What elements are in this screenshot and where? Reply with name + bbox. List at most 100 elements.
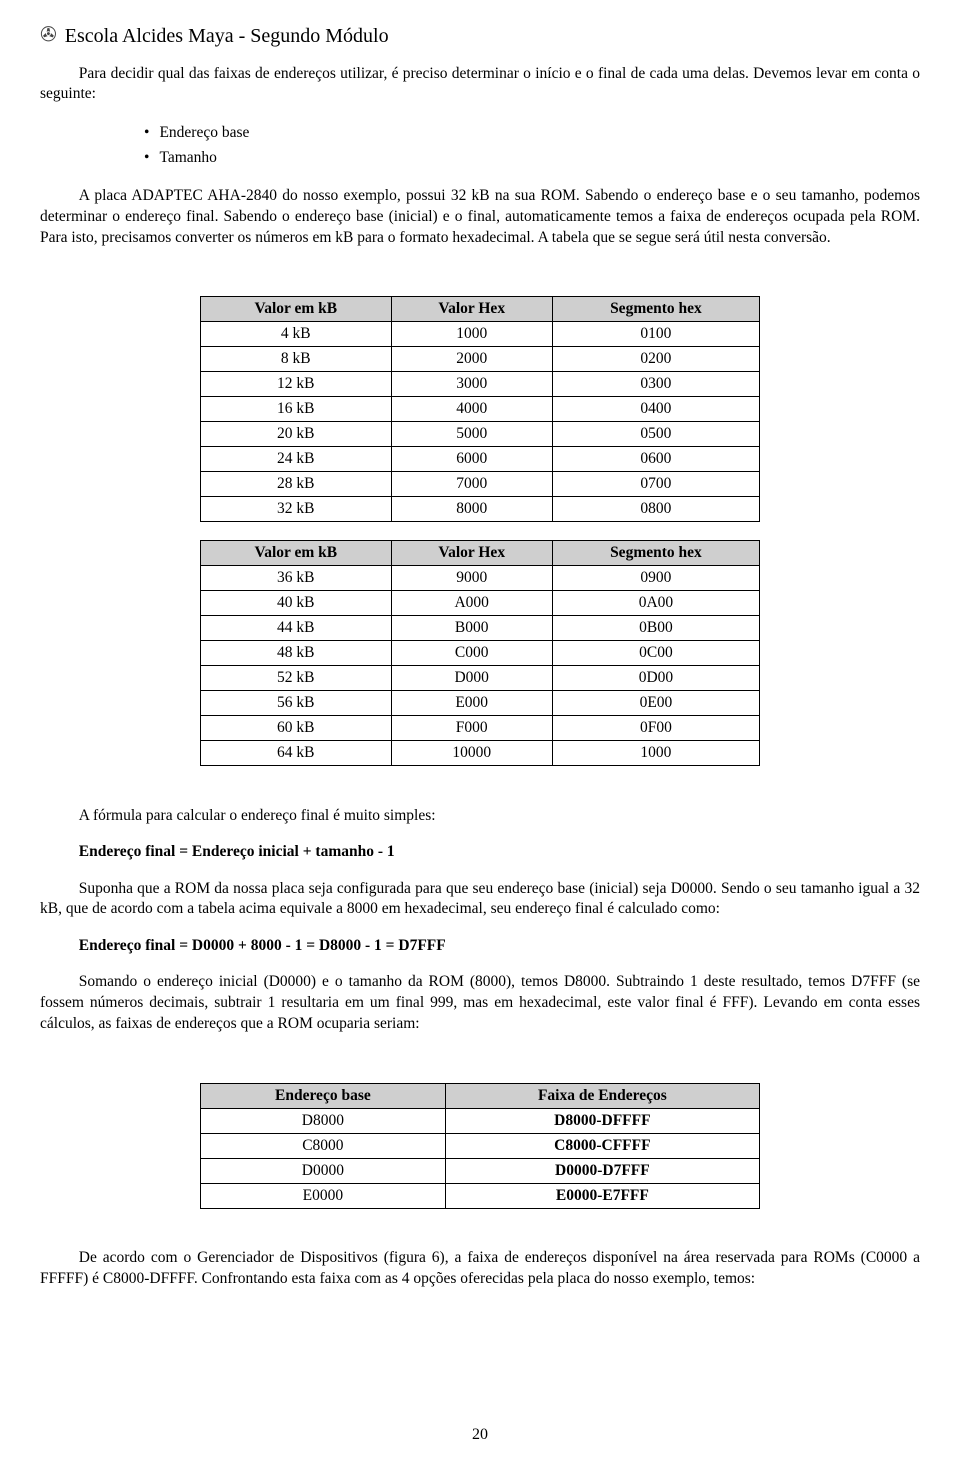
table-row: D0000D0000-D7FFF	[201, 1158, 760, 1183]
table-cell: 44 kB	[201, 616, 392, 641]
table-cell: 8000	[391, 497, 552, 522]
table-row: 40 kBA0000A00	[201, 591, 760, 616]
table-header: Valor em kB	[201, 297, 392, 322]
table-row: 16 kB40000400	[201, 397, 760, 422]
table-header: Valor Hex	[391, 541, 552, 566]
table-row: 4 kB10000100	[201, 322, 760, 347]
formula-equation-2: Endereço final = D0000 + 8000 - 1 = D800…	[40, 936, 920, 957]
table-row: D8000D8000-DFFFF	[201, 1108, 760, 1133]
formula-paragraph-2: Suponha que a ROM da nossa placa seja co…	[40, 879, 920, 921]
table-cell: D0000	[201, 1158, 446, 1183]
table-cell: 60 kB	[201, 716, 392, 741]
table-cell: 0800	[552, 497, 759, 522]
table-cell: 0300	[552, 372, 759, 397]
table-header-row: Valor em kB Valor Hex Segmento hex	[201, 541, 760, 566]
table-row: 28 kB70000700	[201, 472, 760, 497]
table-cell: 3000	[391, 372, 552, 397]
table-cell: 36 kB	[201, 566, 392, 591]
page: ✇ Escola Alcides Maya - Segundo Módulo P…	[0, 0, 960, 1468]
table-row: 20 kB50000500	[201, 422, 760, 447]
table-cell: 0D00	[552, 666, 759, 691]
intro-bullets: Endereço base Tamanho	[40, 121, 920, 171]
table-row: 8 kB20000200	[201, 347, 760, 372]
table-cell: D8000	[201, 1108, 446, 1133]
table-cell: 56 kB	[201, 691, 392, 716]
table-cell: 0A00	[552, 591, 759, 616]
table-cell: 20 kB	[201, 422, 392, 447]
conversion-table-1: Valor em kB Valor Hex Segmento hex 4 kB1…	[200, 296, 760, 522]
table-row: C8000C8000-CFFFF	[201, 1133, 760, 1158]
pen-icon: ✇	[40, 22, 57, 46]
table-cell: C8000-CFFFF	[445, 1133, 759, 1158]
table-row: 12 kB30000300	[201, 372, 760, 397]
table-cell: 32 kB	[201, 497, 392, 522]
table-cell: 0200	[552, 347, 759, 372]
table-cell: 4 kB	[201, 322, 392, 347]
table-row: 32 kB80000800	[201, 497, 760, 522]
table-body: D8000D8000-DFFFFC8000C8000-CFFFFD0000D00…	[201, 1108, 760, 1208]
table-cell: 2000	[391, 347, 552, 372]
table-cell: 0900	[552, 566, 759, 591]
table-row: 48 kBC0000C00	[201, 641, 760, 666]
table-cell: C8000	[201, 1133, 446, 1158]
table-cell: 9000	[391, 566, 552, 591]
table-cell: F000	[391, 716, 552, 741]
table-cell: 12 kB	[201, 372, 392, 397]
table-cell: 0500	[552, 422, 759, 447]
conversion-table-2: Valor em kB Valor Hex Segmento hex 36 kB…	[200, 540, 760, 766]
intro-paragraph-2: A placa ADAPTEC AHA-2840 do nosso exempl…	[40, 186, 920, 249]
formula-intro: A fórmula para calcular o endereço final…	[40, 806, 920, 827]
table-cell: 0100	[552, 322, 759, 347]
table-row: 24 kB60000600	[201, 447, 760, 472]
table-cell: D000	[391, 666, 552, 691]
table-body: 4 kB100001008 kB2000020012 kB3000030016 …	[201, 322, 760, 522]
table-cell: 0700	[552, 472, 759, 497]
table-cell: 40 kB	[201, 591, 392, 616]
table-cell: 48 kB	[201, 641, 392, 666]
table-cell: 24 kB	[201, 447, 392, 472]
page-title: Escola Alcides Maya - Segundo Módulo	[65, 25, 389, 48]
table-cell: B000	[391, 616, 552, 641]
table-body: 36 kB9000090040 kBA0000A0044 kBB0000B004…	[201, 566, 760, 766]
table-cell: 0B00	[552, 616, 759, 641]
table-cell: 0F00	[552, 716, 759, 741]
table-row: 52 kBD0000D00	[201, 666, 760, 691]
table-header-row: Endereço base Faixa de Endereços	[201, 1083, 760, 1108]
formula-equation-1: Endereço final = Endereço inicial + tama…	[40, 842, 920, 863]
table-header-row: Valor em kB Valor Hex Segmento hex	[201, 297, 760, 322]
table-cell: 1000	[391, 322, 552, 347]
table-cell: 0400	[552, 397, 759, 422]
table-cell: E0000-E7FFF	[445, 1183, 759, 1208]
table-cell: 0E00	[552, 691, 759, 716]
table-cell: 6000	[391, 447, 552, 472]
table-header: Endereço base	[201, 1083, 446, 1108]
table-cell: 0600	[552, 447, 759, 472]
intro-bullet-1: Endereço base	[144, 121, 920, 146]
table-cell: 10000	[391, 741, 552, 766]
table-cell: 8 kB	[201, 347, 392, 372]
ranges-table: Endereço base Faixa de Endereços D8000D8…	[200, 1083, 760, 1209]
table-row: 56 kBE0000E00	[201, 691, 760, 716]
table-header: Valor em kB	[201, 541, 392, 566]
formula-paragraph-3: Somando o endereço inicial (D0000) e o t…	[40, 972, 920, 1035]
table-row: 44 kBB0000B00	[201, 616, 760, 641]
table-cell: D0000-D7FFF	[445, 1158, 759, 1183]
table-row: E0000E0000-E7FFF	[201, 1183, 760, 1208]
closing-paragraph: De acordo com o Gerenciador de Dispositi…	[40, 1248, 920, 1290]
intro-paragraph-1: Para decidir qual das faixas de endereço…	[40, 64, 920, 106]
table-cell: 4000	[391, 397, 552, 422]
table-header: Segmento hex	[552, 297, 759, 322]
table-header: Valor Hex	[391, 297, 552, 322]
table-cell: 52 kB	[201, 666, 392, 691]
table-cell: 16 kB	[201, 397, 392, 422]
table-cell: 7000	[391, 472, 552, 497]
table-cell: 64 kB	[201, 741, 392, 766]
table-cell: 28 kB	[201, 472, 392, 497]
table-cell: A000	[391, 591, 552, 616]
table-row: 64 kB100001000	[201, 741, 760, 766]
table-header: Segmento hex	[552, 541, 759, 566]
page-number: 20	[0, 1426, 960, 1444]
table-header: Faixa de Endereços	[445, 1083, 759, 1108]
table-cell: D8000-DFFFF	[445, 1108, 759, 1133]
table-row: 60 kBF0000F00	[201, 716, 760, 741]
